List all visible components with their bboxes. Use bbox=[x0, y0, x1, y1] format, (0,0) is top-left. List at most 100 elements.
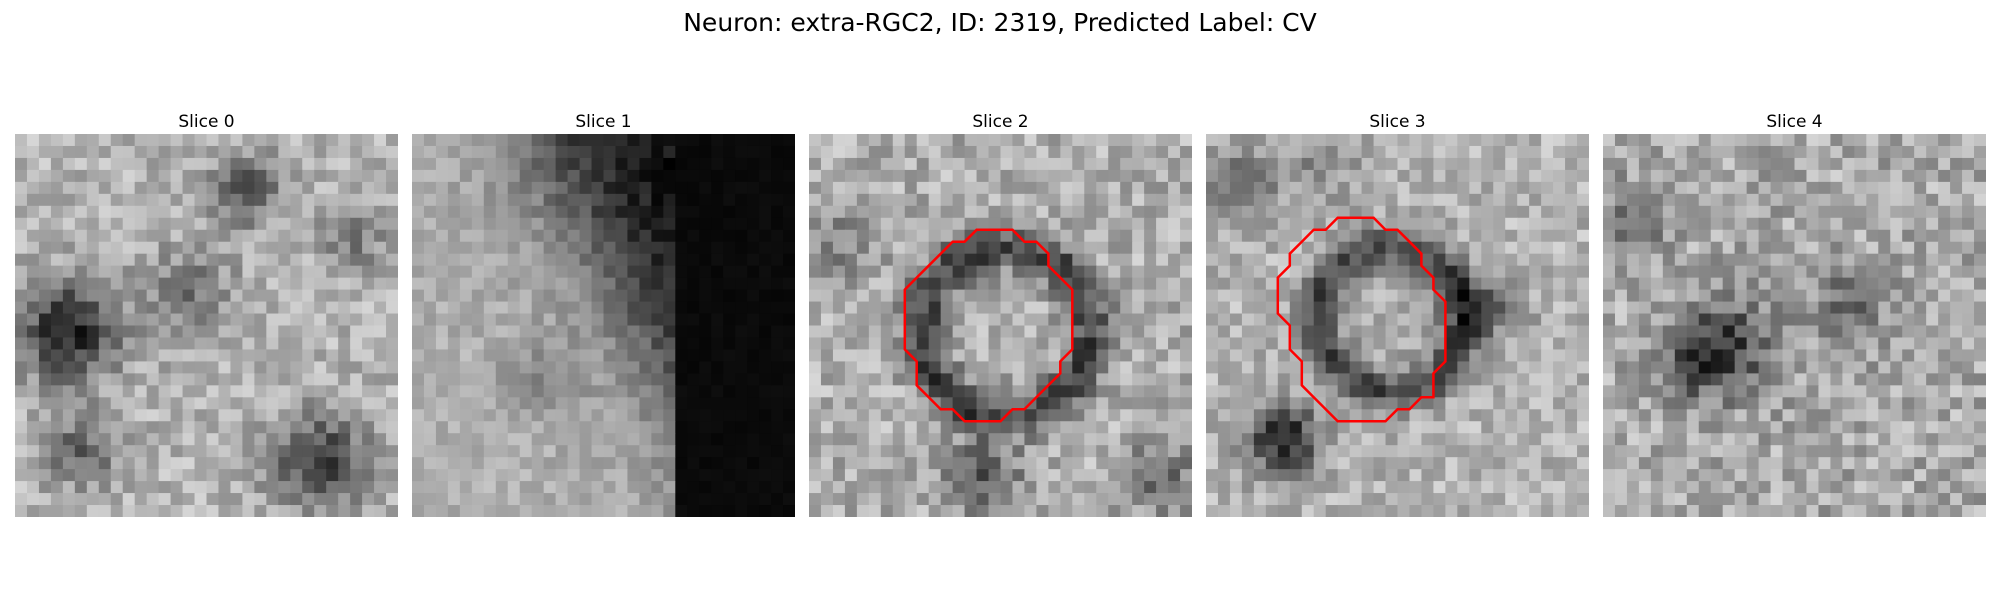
image-pixel bbox=[1156, 145, 1169, 159]
image-pixel bbox=[1950, 361, 1963, 374]
image-pixel bbox=[1241, 265, 1255, 279]
image-pixel bbox=[1614, 277, 1628, 291]
image-pixel bbox=[1373, 134, 1387, 147]
image-pixel bbox=[687, 265, 700, 279]
image-pixel bbox=[86, 241, 100, 255]
image-pixel bbox=[412, 157, 425, 171]
image-pixel bbox=[134, 134, 148, 147]
image-pixel bbox=[1854, 277, 1867, 291]
image-pixel bbox=[747, 337, 760, 351]
image-pixel bbox=[1144, 169, 1157, 183]
image-pixel bbox=[1902, 169, 1915, 183]
image-pixel bbox=[663, 193, 676, 207]
image-pixel bbox=[1433, 157, 1446, 171]
image-pixel bbox=[1325, 457, 1339, 470]
image-pixel bbox=[675, 205, 688, 219]
image-pixel bbox=[880, 145, 894, 159]
image-pixel bbox=[1241, 505, 1255, 517]
image-pixel bbox=[603, 505, 617, 517]
image-pixel bbox=[1048, 289, 1061, 303]
image-pixel bbox=[711, 289, 724, 303]
image-pixel bbox=[1854, 445, 1867, 458]
image-pixel bbox=[1048, 145, 1061, 159]
image-pixel bbox=[1108, 469, 1121, 482]
image-pixel bbox=[1866, 385, 1879, 398]
image-pixel bbox=[1565, 445, 1578, 458]
image-pixel bbox=[1096, 217, 1109, 231]
image-pixel bbox=[447, 361, 461, 374]
image-pixel bbox=[350, 181, 363, 195]
image-pixel bbox=[206, 457, 220, 470]
image-pixel bbox=[338, 313, 351, 327]
image-pixel bbox=[182, 433, 196, 446]
image-pixel bbox=[820, 385, 834, 398]
image-pixel bbox=[1662, 337, 1676, 351]
image-pixel bbox=[38, 469, 52, 482]
image-pixel bbox=[1156, 505, 1169, 517]
image-pixel bbox=[675, 253, 688, 267]
image-pixel bbox=[832, 193, 846, 207]
image-pixel bbox=[1229, 289, 1243, 303]
image-pixel bbox=[278, 229, 291, 243]
image-pixel bbox=[567, 289, 581, 303]
image-pixel bbox=[326, 373, 339, 386]
image-pixel bbox=[242, 217, 255, 231]
image-pixel bbox=[1818, 421, 1832, 434]
image-pixel bbox=[1577, 265, 1589, 279]
image-pixel bbox=[86, 313, 100, 327]
image-pixel bbox=[110, 493, 124, 506]
image-pixel bbox=[771, 505, 784, 517]
image-pixel bbox=[1674, 349, 1688, 363]
image-pixel bbox=[1024, 134, 1038, 147]
image-pixel bbox=[1024, 313, 1038, 327]
image-pixel bbox=[447, 373, 461, 386]
image-pixel bbox=[1120, 325, 1133, 339]
image-pixel bbox=[555, 349, 569, 363]
image-pixel bbox=[1084, 433, 1097, 446]
image-pixel bbox=[1012, 337, 1026, 351]
image-pixel bbox=[1084, 157, 1097, 171]
image-pixel bbox=[964, 217, 978, 231]
image-pixel bbox=[38, 445, 52, 458]
image-pixel bbox=[495, 181, 509, 195]
image-pixel bbox=[447, 397, 461, 410]
image-pixel bbox=[1048, 217, 1061, 231]
image-pixel bbox=[134, 385, 148, 398]
image-pixel bbox=[531, 277, 545, 291]
image-pixel bbox=[1325, 469, 1339, 482]
image-pixel bbox=[1914, 421, 1927, 434]
image-pixel bbox=[1650, 289, 1664, 303]
image-pixel bbox=[1553, 421, 1566, 434]
image-pixel bbox=[1638, 397, 1652, 410]
image-pixel bbox=[1854, 373, 1867, 386]
image-pixel bbox=[326, 325, 339, 339]
image-pixel bbox=[627, 325, 641, 339]
image-pixel bbox=[567, 253, 581, 267]
image-pixel bbox=[699, 265, 712, 279]
image-pixel bbox=[567, 481, 581, 494]
image-pixel bbox=[1541, 373, 1554, 386]
image-pixel bbox=[1794, 325, 1808, 339]
image-pixel bbox=[928, 193, 942, 207]
image-pixel bbox=[832, 421, 846, 434]
image-pixel bbox=[976, 134, 990, 147]
image-pixel bbox=[1746, 289, 1760, 303]
image-pixel bbox=[1397, 169, 1411, 183]
image-pixel bbox=[483, 134, 497, 147]
image-pixel bbox=[98, 193, 112, 207]
image-pixel bbox=[266, 313, 279, 327]
image-pixel bbox=[651, 385, 664, 398]
image-pixel bbox=[940, 145, 954, 159]
image-pixel bbox=[471, 433, 485, 446]
image-pixel bbox=[1565, 241, 1578, 255]
image-pixel bbox=[1433, 277, 1446, 291]
image-pixel bbox=[230, 457, 244, 470]
image-pixel bbox=[892, 229, 906, 243]
image-pixel bbox=[1517, 361, 1530, 374]
image-pixel bbox=[928, 313, 942, 327]
image-pixel bbox=[1229, 457, 1243, 470]
image-pixel bbox=[844, 337, 858, 351]
image-pixel bbox=[1337, 145, 1351, 159]
image-pixel bbox=[266, 157, 279, 171]
image-pixel bbox=[603, 181, 617, 195]
